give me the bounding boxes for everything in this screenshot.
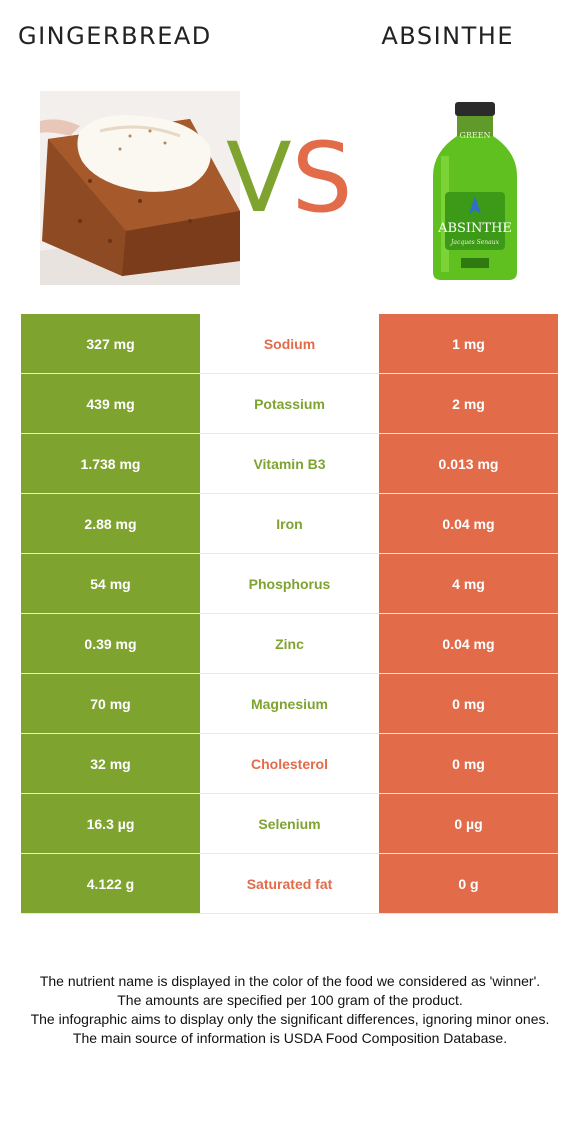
nutrient-name: Selenium bbox=[200, 793, 379, 854]
right-value: 0.04 mg bbox=[379, 493, 558, 554]
left-value: 16.3 µg bbox=[21, 793, 200, 854]
nutrient-name: Iron bbox=[200, 493, 379, 554]
nutrient-row: 327 mg Sodium 1 mg bbox=[21, 314, 558, 374]
right-value: 4 mg bbox=[379, 553, 558, 614]
right-value: 0 mg bbox=[379, 673, 558, 734]
nutrient-name: Phosphorus bbox=[200, 553, 379, 614]
footer-line: The amounts are specified per 100 gram o… bbox=[117, 992, 463, 1008]
left-food-title: GINGERBREAD bbox=[18, 22, 212, 50]
nutrient-comparison-table: 327 mg Sodium 1 mg 439 mg Potassium 2 mg 1.738… bbox=[21, 314, 558, 914]
left-value: 439 mg bbox=[21, 373, 200, 434]
nutrient-row: 32 mg Cholesterol 0 mg bbox=[21, 733, 558, 794]
footer-line: The infographic aims to display only the… bbox=[30, 1011, 550, 1027]
nutrient-row: 70 mg Magnesium 0 mg bbox=[21, 673, 558, 734]
left-value: 70 mg bbox=[21, 673, 200, 734]
left-value: 54 mg bbox=[21, 553, 200, 614]
nutrient-name: Potassium bbox=[200, 373, 379, 434]
right-value: 0 g bbox=[379, 853, 558, 914]
nutrient-row: 4.122 g Saturated fat 0 g bbox=[21, 853, 558, 914]
left-value: 4.122 g bbox=[21, 853, 200, 914]
nutrient-name: Magnesium bbox=[200, 673, 379, 734]
footer-line: The main source of information is USDA F… bbox=[72, 1030, 508, 1046]
nutrient-name: Zinc bbox=[200, 613, 379, 674]
nutrient-row: 16.3 µg Selenium 0 µg bbox=[21, 793, 558, 854]
absinthe-bottle-image: GREEN ABSINTHE Jacques Senaux bbox=[433, 102, 517, 280]
nutrient-row: 54 mg Phosphorus 4 mg bbox=[21, 553, 558, 614]
bottle-neck-label: GREEN bbox=[459, 131, 490, 140]
left-value: 32 mg bbox=[21, 733, 200, 794]
nutrient-name: Saturated fat bbox=[200, 853, 379, 914]
nutrient-row: 439 mg Potassium 2 mg bbox=[21, 373, 558, 434]
nutrient-row: 1.738 mg Vitamin B3 0.013 mg bbox=[21, 433, 558, 494]
nutrient-row: 2.88 mg Iron 0.04 mg bbox=[21, 493, 558, 554]
right-value: 0.04 mg bbox=[379, 613, 558, 674]
right-value: 1 mg bbox=[379, 314, 558, 374]
footer-notes: The nutrient name is displayed in the co… bbox=[18, 972, 562, 1048]
vs-label: VS bbox=[226, 122, 353, 234]
right-food-title: ABSINTHE bbox=[381, 22, 514, 50]
right-value: 2 mg bbox=[379, 373, 558, 434]
bottle-label-text: ABSINTHE bbox=[437, 221, 512, 236]
left-value: 327 mg bbox=[21, 314, 200, 374]
nutrient-name: Sodium bbox=[200, 314, 379, 374]
right-value: 0 mg bbox=[379, 733, 558, 794]
gingerbread-image bbox=[40, 91, 240, 285]
left-value: 2.88 mg bbox=[21, 493, 200, 554]
footer-line: The nutrient name is displayed in the co… bbox=[39, 973, 541, 989]
bottle-label-subtext: Jacques Senaux bbox=[449, 239, 500, 246]
nutrient-row: 0.39 mg Zinc 0.04 mg bbox=[21, 613, 558, 674]
left-value: 0.39 mg bbox=[21, 613, 200, 674]
right-value: 0 µg bbox=[379, 793, 558, 854]
nutrient-name: Cholesterol bbox=[200, 733, 379, 794]
nutrient-name: Vitamin B3 bbox=[200, 433, 379, 494]
left-value: 1.738 mg bbox=[21, 433, 200, 494]
right-value: 0.013 mg bbox=[379, 433, 558, 494]
